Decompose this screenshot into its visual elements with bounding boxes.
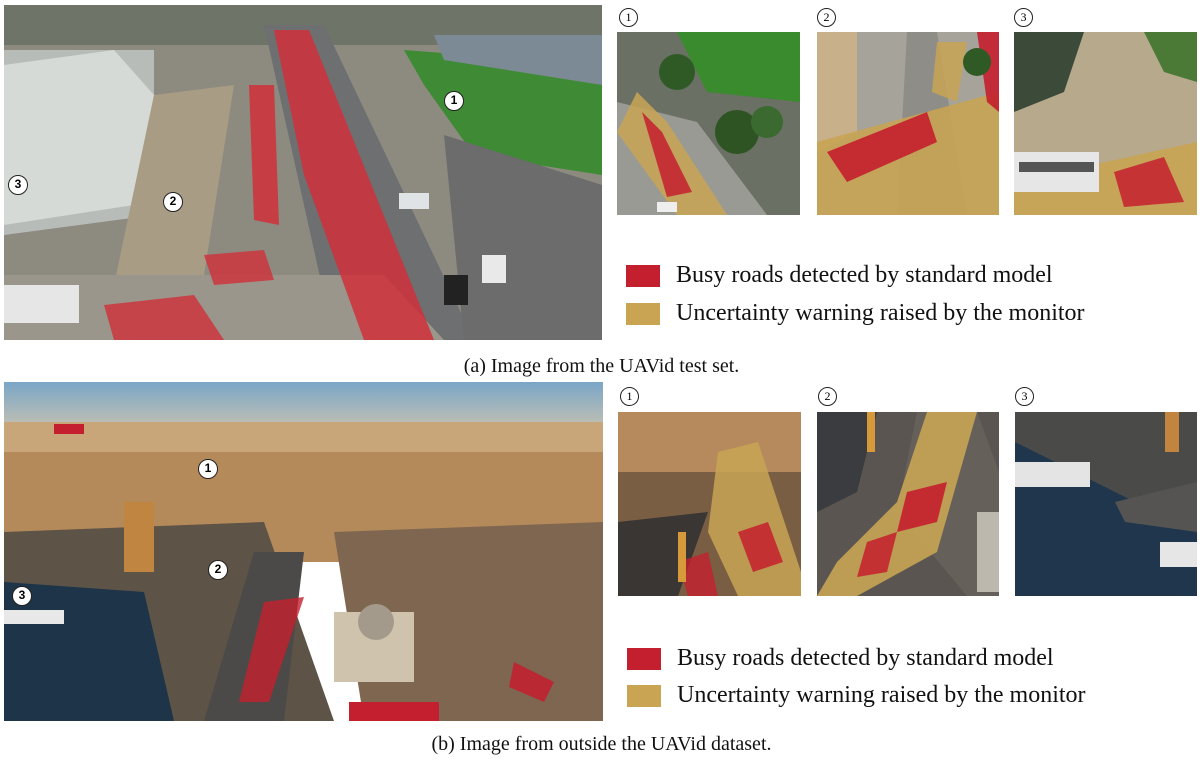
legend-swatch-uncertainty (626, 302, 660, 325)
location-marker-3: 3 (12, 586, 32, 606)
caption-a: (a) Image from the UAVid test set. (463, 355, 740, 377)
crop-label-1: 1 (619, 8, 638, 27)
crop-image-1 (618, 412, 801, 596)
legend-label-busy: Busy roads detected by standard model (676, 262, 1053, 288)
crop-label-1: 1 (620, 387, 639, 406)
crop-image-3 (1015, 412, 1197, 596)
crop-label-3: 3 (1015, 387, 1034, 406)
uavid-aerial-photo (4, 5, 602, 340)
legend-label-uncertainty: Uncertainty warning raised by the monito… (677, 682, 1086, 708)
location-marker-3: 3 (8, 175, 28, 195)
crop-image-2 (817, 412, 999, 596)
caption-b: (b) Image from outside the UAVid dataset… (431, 733, 772, 755)
crop-image-1 (617, 32, 800, 215)
legend-item-uncertainty: Uncertainty warning raised by the monito… (626, 300, 1085, 327)
crop-label-2: 2 (817, 8, 836, 27)
crop-image-2 (817, 32, 999, 215)
istanbul-aerial-photo (4, 382, 603, 721)
legend-swatch-busy (626, 264, 660, 287)
location-marker-1: 1 (198, 459, 218, 479)
location-marker-2: 2 (208, 560, 228, 580)
crop-image-3 (1014, 32, 1197, 215)
legend-item-uncertainty: Uncertainty warning raised by the monito… (627, 682, 1086, 709)
legend-swatch-uncertainty (627, 684, 661, 707)
crop-label-2: 2 (818, 387, 837, 406)
location-marker-1: 1 (444, 91, 464, 111)
legend-swatch-busy (627, 647, 661, 670)
legend-item-busy-roads: Busy roads detected by standard model (626, 262, 1053, 289)
legend-label-busy: Busy roads detected by standard model (677, 645, 1054, 671)
crop-label-3: 3 (1014, 8, 1033, 27)
legend-label-uncertainty: Uncertainty warning raised by the monito… (676, 300, 1085, 326)
location-marker-2: 2 (163, 192, 183, 212)
legend-item-busy-roads: Busy roads detected by standard model (627, 645, 1054, 672)
